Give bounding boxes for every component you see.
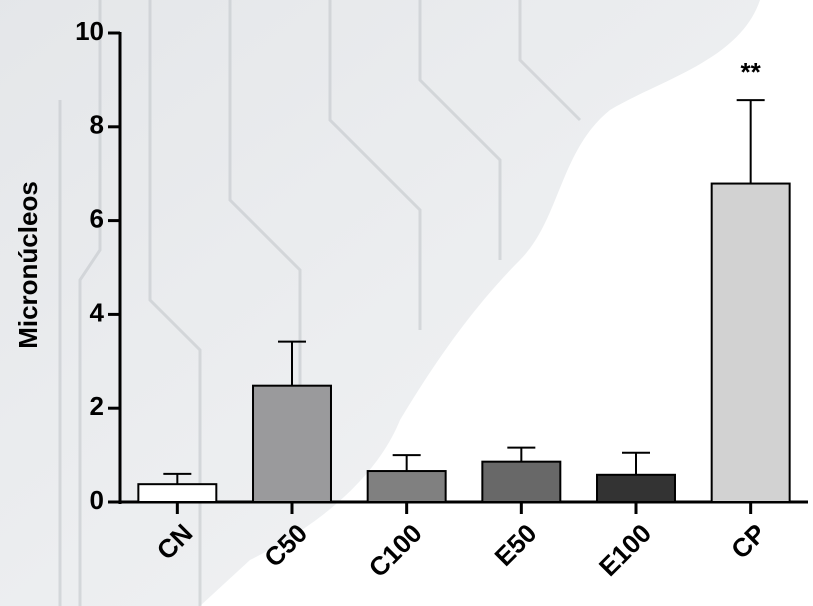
chart: Micronúcleos 0246810CNC50C100E50E100CP** [0, 0, 813, 606]
x-tick-label: E50 [489, 518, 543, 572]
y-tick-label: 4 [90, 297, 105, 327]
x-tick-label: C100 [363, 518, 428, 583]
bar [712, 184, 790, 502]
y-tick-label: 0 [90, 485, 104, 515]
y-tick-label: 10 [75, 16, 104, 46]
bar [597, 475, 675, 502]
significance-annotation: ** [741, 57, 762, 87]
x-tick-label: CP [725, 518, 772, 565]
x-tick-label: E100 [593, 518, 657, 582]
bar [253, 386, 331, 502]
y-tick-label: 8 [90, 110, 104, 140]
bar [368, 471, 446, 502]
y-axis-title: Micronúcleos [13, 181, 43, 349]
y-tick-label: 6 [90, 203, 104, 233]
bar [482, 462, 560, 502]
bar [138, 484, 216, 502]
y-tick-label: 2 [90, 391, 104, 421]
background-texture [0, 0, 760, 606]
